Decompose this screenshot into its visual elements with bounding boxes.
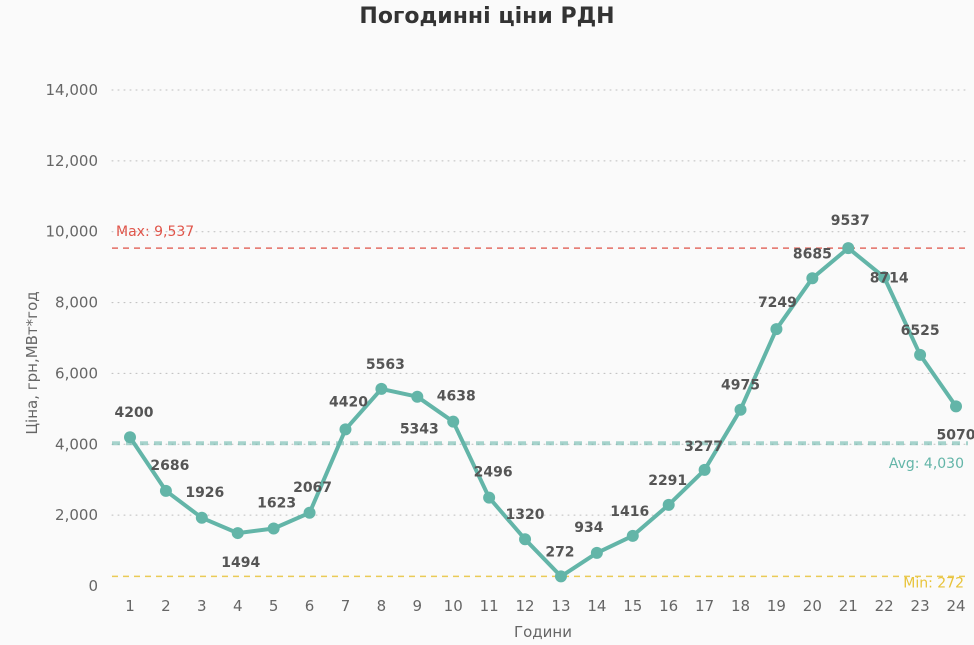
data-point [554,570,567,583]
data-label: 1494 [221,555,260,571]
data-point [303,506,316,519]
data-point [375,382,388,395]
x-tick-label: 5 [269,597,279,615]
data-label: 6525 [901,323,940,339]
x-tick-label: 3 [197,597,207,615]
data-label: 3277 [684,439,723,455]
x-tick-label: 12 [515,597,534,615]
data-point [339,423,352,436]
y-tick-label: 4,000 [55,435,98,453]
data-label: 1416 [610,504,649,520]
data-point [662,498,675,511]
x-tick-label: 23 [911,597,930,615]
data-label: 1623 [257,495,296,511]
data-label: 1926 [185,485,224,501]
data-label: 5070 [937,427,974,443]
y-axis-title: Ціна, грн,МВт*год [23,291,41,434]
x-tick-label: 15 [623,597,642,615]
x-tick-label: 2 [161,597,171,615]
x-tick-label: 11 [480,597,499,615]
x-tick-label: 18 [731,597,750,615]
data-label: 4638 [437,389,476,405]
y-tick-label: 14,000 [46,81,99,99]
data-label: 8714 [870,270,909,286]
x-tick-label: 6 [305,597,315,615]
data-label: 4200 [115,405,154,421]
x-tick-label: 14 [587,597,606,615]
x-tick-label: 13 [551,597,570,615]
reference-label-min: Min: 272 [903,575,964,591]
x-tick-label: 1 [125,597,135,615]
x-tick-label: 7 [341,597,351,615]
data-label: 4420 [329,394,368,410]
x-axis-title: Години [514,623,572,641]
data-point [267,522,280,535]
chart-title: Погодинні ціни РДН [359,4,615,29]
data-label: 5343 [400,422,439,438]
data-point [124,431,136,444]
data-point [806,272,819,285]
data-label: 934 [574,520,603,536]
x-tick-label: 21 [839,597,858,615]
data-label: 2686 [150,458,189,474]
x-tick-label: 10 [444,597,463,615]
data-point [734,403,747,416]
data-point [878,271,891,284]
y-tick-label: 12,000 [46,152,99,170]
data-point [195,511,208,524]
x-tick-label: 20 [803,597,822,615]
y-tick-label: 8,000 [55,294,98,312]
data-point [590,546,603,559]
data-point [950,400,962,413]
data-point [842,242,855,255]
data-point [626,529,639,542]
x-tick-label: 4 [233,597,243,615]
data-point [914,348,927,361]
reference-label-avg: Avg: 4,030 [889,456,964,472]
data-label: 2291 [648,473,687,489]
data-label: 4975 [721,378,760,394]
data-label: 5563 [366,357,405,373]
data-label: 272 [545,544,574,560]
x-tick-label: 22 [875,597,894,615]
x-tick-label: 16 [659,597,678,615]
y-tick-label: 0 [88,577,98,595]
data-label: 7249 [758,295,797,311]
data-point [770,323,783,336]
data-point [519,533,532,546]
y-tick-label: 10,000 [46,223,99,241]
x-tick-label: 24 [946,597,965,615]
x-tick-label: 19 [767,597,786,615]
data-label: 2496 [474,465,513,481]
y-tick-label: 2,000 [55,506,98,524]
data-point [411,390,424,403]
x-tick-label: 8 [377,597,387,615]
data-label: 2067 [293,480,332,496]
data-label: 1320 [506,507,545,523]
series-line [128,246,958,579]
reference-label-max: Max: 9,537 [116,224,194,240]
x-tick-label: 9 [413,597,423,615]
y-tick-label: 6,000 [55,364,98,382]
data-point [483,491,496,504]
data-point [698,463,711,476]
data-label: 9537 [831,213,870,229]
data-point [447,415,460,428]
data-label: 8685 [793,246,832,262]
data-point [231,527,244,540]
data-point [159,484,172,497]
x-tick-label: 17 [695,597,714,615]
